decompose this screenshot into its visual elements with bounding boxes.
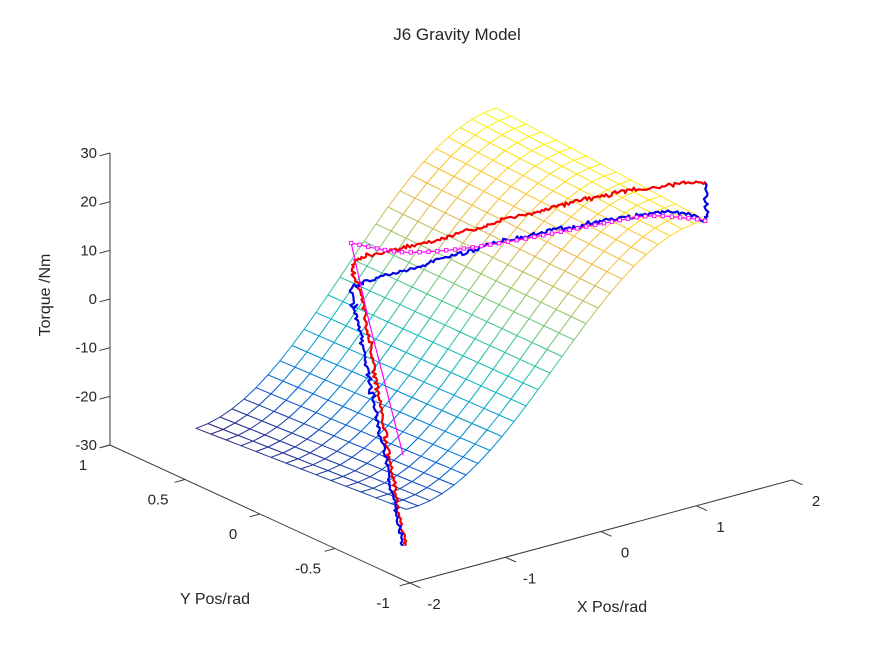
model-marker [505,239,511,244]
model-marker [541,233,546,238]
z-axis-label: Torque /Nm [37,253,54,337]
model-marker [374,246,380,251]
model-marker [567,227,572,233]
model-marker [686,216,691,221]
model-marker [366,244,371,249]
tick-label: 10 [80,242,97,259]
model-marker [549,231,555,236]
model-marker [625,216,630,221]
model-marker [461,246,467,251]
model-marker [584,224,589,229]
model-marker [391,249,397,254]
model-marker [643,214,648,219]
model-marker [479,243,484,249]
model-marker [601,221,607,226]
model-marker [357,242,362,247]
model-marker [452,247,458,252]
model-marker [634,215,639,220]
model-marker [435,248,440,254]
tick-label: 20 [80,194,97,211]
model-marker [609,219,614,224]
tick-label: -1 [523,570,536,587]
model-marker [617,218,622,223]
model-marker [496,241,502,246]
model-marker [575,226,580,231]
x-axis-label: X Pos/rad [576,599,648,616]
model-marker [408,250,413,255]
model-marker [444,248,449,253]
model-marker [678,215,683,220]
model-marker [695,217,700,222]
tick-label: 30 [80,145,97,162]
model-marker [426,249,431,254]
model-marker [399,249,405,255]
model-marker [382,247,388,253]
mesh-surface [195,107,707,510]
tick-label: 1 [79,457,87,474]
y-axis-label: Y Pos/rad [180,591,250,608]
tick-label: 0 [229,526,237,543]
model-marker [669,214,674,219]
model-marker [488,242,493,247]
model-marker [470,245,475,250]
series-model-torque [349,213,708,255]
series-model-return-line [350,242,404,456]
tick-label: -2 [427,596,440,613]
tick-label: 2 [812,493,820,510]
model-marker [417,250,422,255]
tick-label: 0 [89,291,97,308]
model-marker [652,213,657,218]
model-marker [514,238,519,243]
model-marker [558,229,563,234]
model-marker [523,236,528,241]
tick-label: -20 [75,388,97,405]
tick-label: 0.5 [148,491,169,508]
tick-label: -10 [75,340,97,357]
model-marker [660,213,666,219]
chart-title: J6 Gravity Model [393,25,521,44]
model-marker [703,218,708,223]
model-marker [592,222,598,228]
tick-label: -30 [75,437,97,454]
tick-label: -0.5 [295,560,321,577]
tick-label: 0 [621,544,629,561]
model-marker [349,240,354,246]
tick-label: -1 [376,595,389,612]
model-marker [532,234,537,240]
tick-label: 1 [716,519,724,536]
